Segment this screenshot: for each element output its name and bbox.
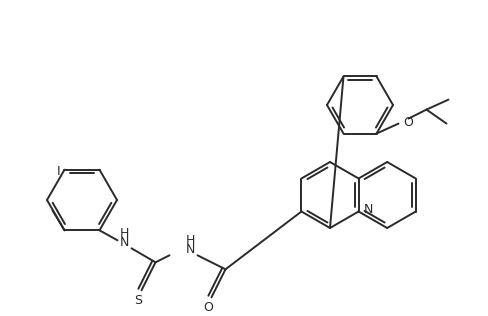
Text: H: H <box>120 227 129 240</box>
Text: O: O <box>404 116 413 129</box>
Text: N: N <box>364 203 373 216</box>
Text: N: N <box>185 243 195 256</box>
Text: N: N <box>120 236 129 249</box>
Text: I: I <box>57 165 61 178</box>
Text: O: O <box>203 301 213 314</box>
Text: S: S <box>135 294 142 307</box>
Text: H: H <box>185 234 195 247</box>
